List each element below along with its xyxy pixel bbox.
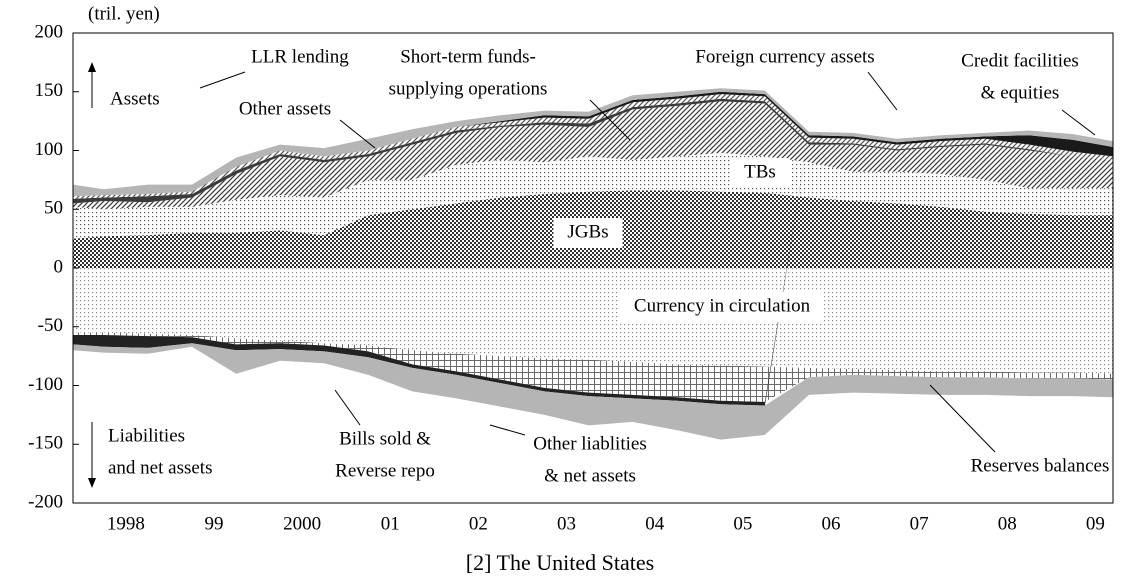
assets-label: Assets [110, 88, 160, 109]
liabilities-label: Liabilities [108, 425, 185, 446]
series-label: Foreign currency assets [695, 46, 874, 67]
leader-line [339, 119, 376, 149]
x-tick-label: 01 [381, 513, 400, 534]
x-tick-label: 02 [469, 513, 488, 534]
leader-line [867, 71, 898, 111]
y-tick-label: 100 [35, 139, 64, 160]
y-tick-label: -100 [28, 374, 63, 395]
x-tick-label: 04 [645, 513, 665, 534]
series-label: Currency in circulation [634, 295, 811, 316]
x-tick-label: 08 [998, 513, 1017, 534]
series-label: Other assets [239, 98, 331, 119]
y-tick-label: -200 [28, 491, 63, 512]
leader-line [199, 71, 246, 89]
area [73, 94, 1113, 199]
y-tick-label: 150 [35, 80, 64, 101]
leader-line [334, 389, 361, 426]
area [73, 332, 1113, 402]
label-box [553, 218, 623, 248]
x-tick-label: 05 [733, 513, 752, 534]
leader-line [589, 99, 631, 141]
series-label: JGBs [567, 221, 608, 242]
area [73, 343, 1113, 440]
liabilities-label: and net assets [108, 457, 212, 478]
series-label: Credit facilities [961, 50, 1079, 71]
label-box [619, 292, 825, 322]
series-label: supplying operations [389, 78, 548, 99]
leader-line [929, 384, 996, 453]
series-label: & equities [981, 82, 1060, 103]
y-tick-label: 0 [54, 256, 64, 277]
y-tick-label: 50 [44, 198, 63, 219]
series-label: Bills sold & [339, 428, 431, 449]
chart-title: [2] The United States [466, 550, 654, 575]
leader-line [1061, 109, 1096, 136]
y-axis-label: (tril. yen) [88, 3, 160, 24]
y-tick-label: -150 [28, 433, 63, 454]
x-tick-label: 09 [1086, 513, 1105, 534]
area [73, 268, 1113, 374]
x-tick-label: 06 [821, 513, 840, 534]
area [73, 88, 1113, 197]
x-tick-label: 2000 [283, 513, 321, 534]
label-box [730, 158, 790, 188]
area [73, 152, 1113, 239]
x-tick-label: 99 [205, 513, 224, 534]
series-label: LLR lending [251, 46, 349, 67]
leader-line [489, 424, 526, 436]
y-tick-label: 200 [35, 21, 64, 42]
series-label: TBs [744, 161, 776, 182]
x-tick-label: 07 [910, 513, 929, 534]
series-label: Reverse repo [335, 460, 435, 481]
series-label: Other liablities [533, 433, 646, 454]
arrow-head [88, 62, 96, 72]
x-tick-label: 03 [557, 513, 576, 534]
arrow-head [88, 478, 96, 488]
series-label: Short-term funds- [400, 46, 536, 67]
series-label: Reserves balances [971, 455, 1110, 476]
area [73, 101, 1113, 210]
x-tick-label: 1998 [107, 513, 145, 534]
series-label: & net assets [544, 465, 636, 486]
y-tick-label: -50 [38, 315, 63, 336]
